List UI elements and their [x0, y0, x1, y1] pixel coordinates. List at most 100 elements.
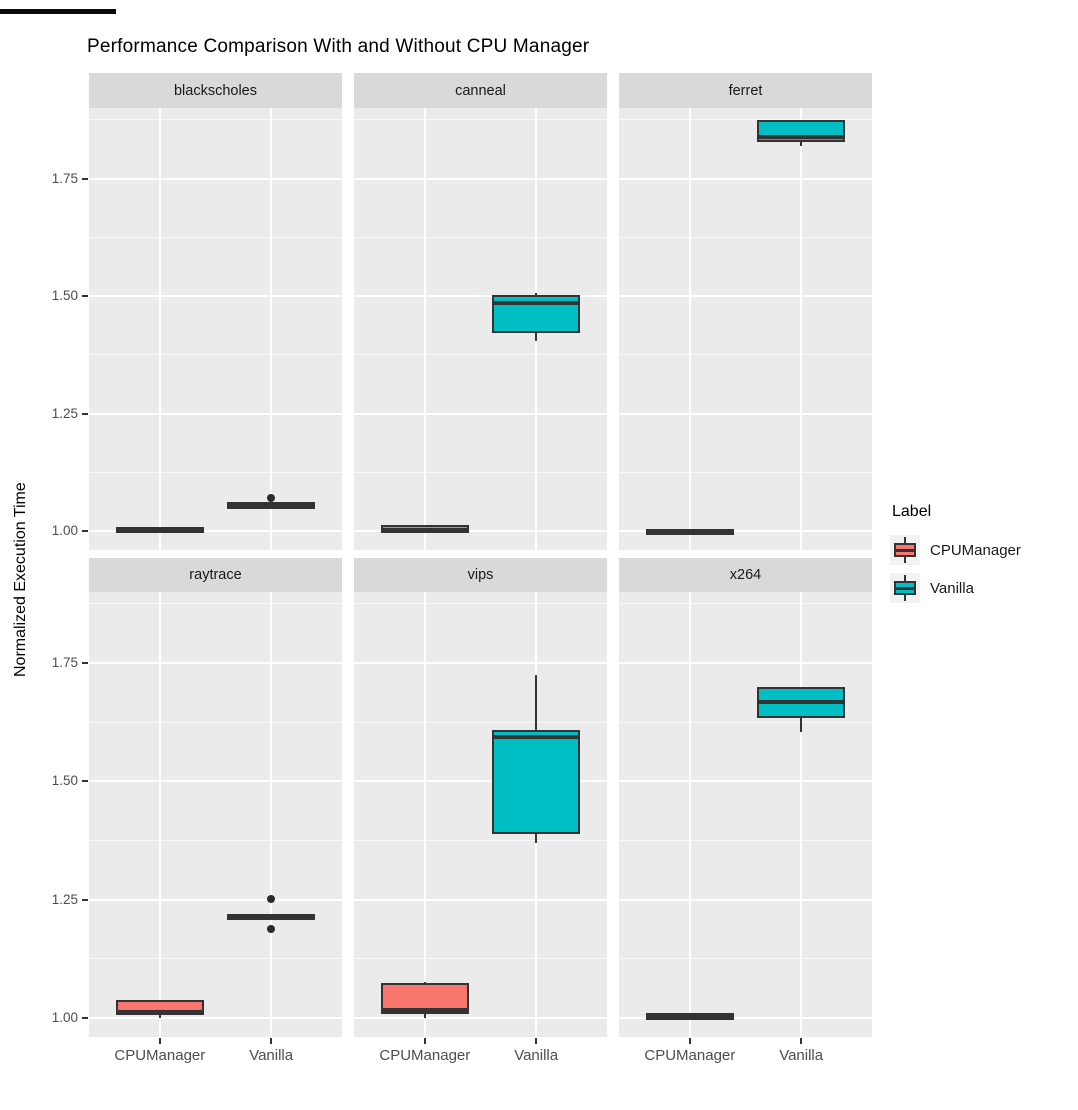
chart-title: Performance Comparison With and Without …	[87, 36, 590, 57]
gridline-major-vertical	[158, 592, 161, 1037]
gridline-minor	[354, 236, 607, 238]
y-tick-label: 1.25	[51, 405, 78, 421]
gridline-minor	[89, 119, 342, 121]
gridline-major	[89, 662, 342, 664]
gridline-minor	[619, 471, 872, 473]
facet-panel-vips	[354, 592, 607, 1037]
gridline-minor	[89, 354, 342, 356]
y-tick-label: 1.75	[51, 170, 78, 186]
x-axis-tick	[423, 1038, 426, 1044]
gridline-major	[619, 177, 872, 180]
boxplot-median	[227, 503, 316, 508]
y-axis-tick	[82, 1017, 88, 1020]
outlier-dot	[267, 925, 276, 934]
legend-title: Label	[892, 503, 932, 520]
gridline-major-vertical	[688, 592, 691, 1037]
gridline-minor	[619, 119, 872, 121]
boxplot-key-icon	[890, 535, 920, 565]
x-tick-label: Vanilla	[514, 1047, 559, 1064]
gridline-major-vertical	[158, 108, 161, 550]
gridline-major-vertical	[800, 108, 803, 550]
gridline-major	[619, 662, 872, 664]
key-median-icon	[894, 549, 916, 552]
outlier-dot	[267, 894, 276, 903]
y-tick-label: 1.25	[51, 891, 78, 907]
gridline-major	[89, 412, 342, 415]
y-tick-label: 1.50	[51, 773, 78, 789]
gridline-major	[89, 1017, 342, 1020]
gridline-minor	[89, 721, 342, 723]
facet-panel-raytrace	[89, 592, 342, 1037]
facet-strip-blackscholes: blackscholes	[89, 73, 342, 108]
boxplot-median	[227, 915, 316, 920]
y-tick-label: 1.50	[51, 288, 78, 304]
gridline-major-vertical	[270, 592, 273, 1037]
gridline-major	[89, 530, 342, 533]
facet-panel-ferret	[619, 108, 872, 550]
gridline-minor	[619, 354, 872, 356]
gridline-minor	[89, 471, 342, 473]
gridline-major-vertical	[800, 592, 803, 1037]
gridline-minor	[89, 840, 342, 842]
gridline-major-vertical	[688, 108, 691, 550]
x-tick-label: Vanilla	[249, 1047, 294, 1064]
x-axis-tick	[535, 1038, 538, 1044]
y-tick-label: 1.00	[51, 1010, 78, 1026]
boxplot-median	[757, 699, 846, 704]
boxplot-median	[645, 1014, 734, 1019]
gridline-major	[354, 898, 607, 901]
boxplot-median	[115, 1009, 204, 1014]
key-median-icon	[894, 587, 916, 590]
boxplot-median	[492, 734, 581, 739]
boxplot-median	[380, 1007, 469, 1012]
facet-panel-canneal	[354, 108, 607, 550]
facet-strip-x264: x264	[619, 558, 872, 592]
gridline-minor	[354, 119, 607, 121]
boxplot-box-Vanilla	[492, 729, 581, 834]
gridline-major	[89, 177, 342, 180]
facet-panel-blackscholes	[89, 108, 342, 550]
y-axis-tick	[82, 177, 88, 180]
facet-strip-vips: vips	[354, 558, 607, 592]
x-axis-tick	[688, 1038, 691, 1044]
gridline-minor	[619, 721, 872, 723]
gridline-minor	[89, 236, 342, 238]
gridline-major	[89, 898, 342, 901]
gridline-minor	[619, 958, 872, 960]
gridline-major	[354, 662, 607, 664]
y-axis-tick	[82, 530, 88, 533]
gridline-minor	[354, 471, 607, 473]
gridline-major	[619, 1017, 872, 1020]
gridline-minor	[354, 721, 607, 723]
x-axis-tick	[270, 1038, 273, 1044]
y-axis-title: Normalized Execution Time	[12, 482, 29, 678]
x-tick-label: CPUManager	[379, 1047, 471, 1064]
facet-strip-canneal: canneal	[354, 73, 607, 108]
gridline-major-vertical	[423, 592, 426, 1037]
y-tick-label: 1.00	[51, 523, 78, 539]
legend-entry-vanilla: Vanilla	[890, 573, 1070, 603]
x-axis-tick	[158, 1038, 161, 1044]
facet-strip-ferret: ferret	[619, 73, 872, 108]
x-tick-label: Vanilla	[779, 1047, 824, 1064]
x-tick-label: CPUManager	[114, 1047, 206, 1064]
y-axis-tick	[82, 898, 88, 901]
legend-label: Vanilla	[930, 579, 974, 597]
gridline-minor	[89, 958, 342, 960]
boxplot-median	[380, 528, 469, 533]
gridline-major	[354, 1017, 607, 1020]
legend: Label CPUManager Vanilla	[890, 503, 1070, 611]
y-axis-tick	[82, 412, 88, 415]
gridline-major	[89, 295, 342, 298]
boxplot-key-icon	[890, 573, 920, 603]
gridline-major	[619, 898, 872, 901]
gridline-major-vertical	[423, 108, 426, 550]
outlier-dot	[267, 493, 276, 502]
x-axis-tick	[800, 1038, 803, 1044]
y-axis-tick	[82, 295, 88, 298]
gridline-major	[354, 530, 607, 533]
boxplot-median	[492, 300, 581, 305]
gridline-minor	[619, 603, 872, 605]
legend-entry-cpumanager: CPUManager	[890, 535, 1070, 565]
y-tick-label: 1.75	[51, 655, 78, 670]
